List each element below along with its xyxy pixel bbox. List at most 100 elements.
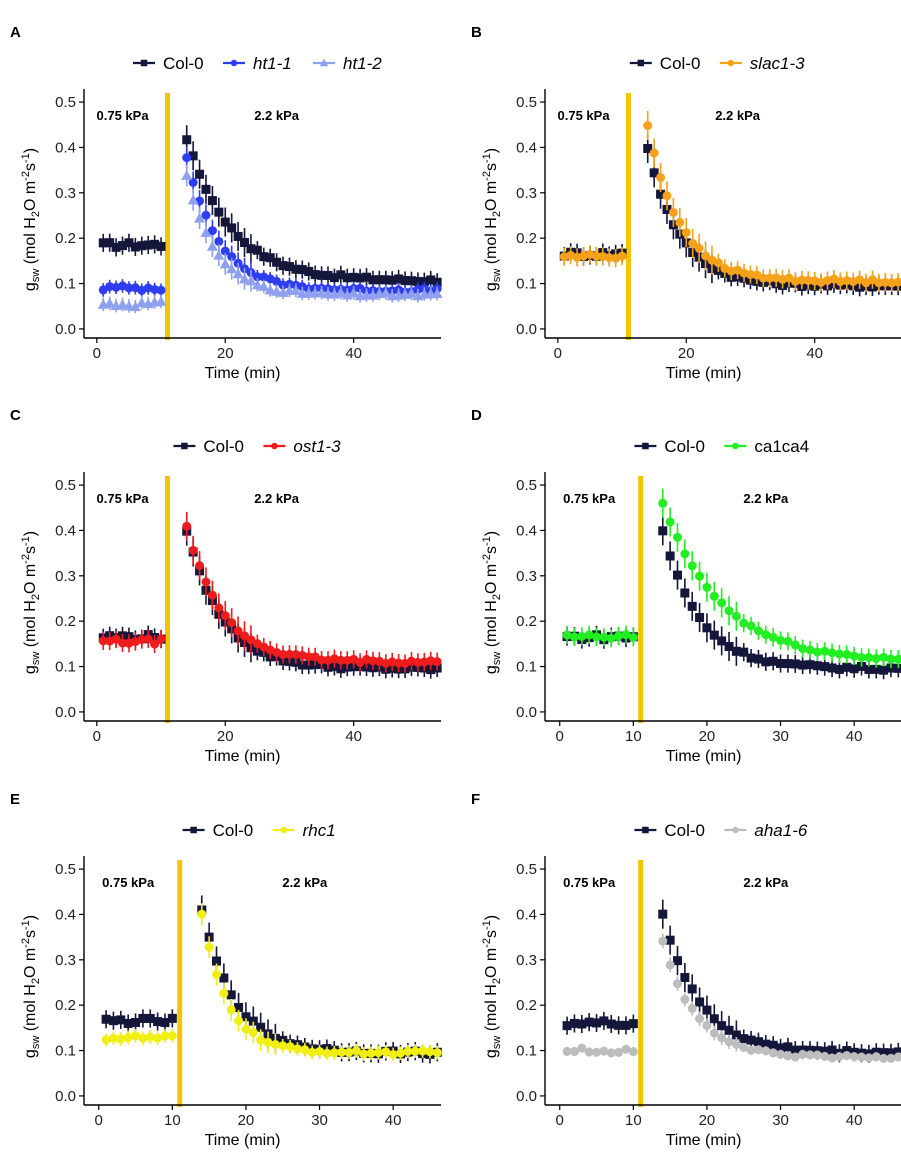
data-point: [431, 288, 443, 299]
panel-F: F Col-0 aha1-6 0.75 kPa 2.2 kPa 0.0 0.1 0.2 0.3 0…: [471, 791, 901, 1149]
x-axis-title: Time (min): [205, 748, 281, 765]
data-point: [702, 623, 712, 633]
y-axis-title: gsw (mol H2O m-2s-1): [481, 531, 503, 674]
data-point: [278, 1041, 288, 1051]
y-axis-title: gsw (mol H2O m-2s-1): [481, 915, 503, 1058]
data-point: [285, 1042, 295, 1052]
data-point: [709, 630, 719, 640]
legend-item: ht1-1: [223, 54, 292, 73]
data-point: [219, 988, 229, 998]
data-point: [798, 660, 808, 670]
data-point: [709, 1014, 719, 1024]
data-point: [695, 997, 705, 1007]
vpd-annotation: 0.75 kPa: [558, 108, 611, 123]
data-point: [388, 1049, 398, 1059]
series-rhc1: [101, 903, 442, 1062]
data-point: [665, 517, 675, 527]
data-point: [405, 287, 417, 298]
data-point: [278, 650, 288, 660]
data-point: [746, 621, 756, 631]
y-tick-label: 0.4: [55, 139, 76, 156]
data-point: [410, 1046, 420, 1056]
legend-label: slac1-3: [750, 54, 805, 73]
data-point: [337, 1047, 347, 1057]
data-point: [820, 662, 830, 672]
x-tick-label: 10: [164, 1112, 181, 1129]
data-point: [702, 1020, 712, 1030]
data-point: [315, 1046, 325, 1056]
data-point: [768, 632, 778, 642]
data-point: [717, 636, 727, 646]
data-point: [227, 618, 237, 628]
data-point: [695, 613, 705, 623]
data-point: [805, 645, 815, 655]
x-tick-label: 0: [554, 345, 562, 362]
vpd-annotation: 0.75 kPa: [97, 491, 150, 506]
data-point: [188, 177, 198, 187]
data-point: [617, 251, 627, 261]
data-point: [731, 611, 741, 621]
data-point: [137, 241, 147, 251]
y-tick-label: 0.3: [516, 952, 537, 969]
vpd-annotation: 0.75 kPa: [563, 491, 616, 506]
legend-item: Col-0: [182, 821, 254, 840]
x-tick-label: 0: [556, 1112, 564, 1129]
data-point: [599, 632, 609, 642]
data-point: [658, 498, 668, 508]
data-point: [131, 1017, 141, 1027]
series-ost1-3: [98, 511, 442, 673]
data-point: [263, 1037, 273, 1047]
data-point: [278, 261, 288, 271]
data-point: [731, 1030, 741, 1040]
data-point: [687, 601, 697, 611]
data-point: [665, 551, 675, 561]
y-tick-label: 0.2: [55, 230, 76, 247]
data-point: [857, 1052, 867, 1062]
x-axis-title: Time (min): [666, 748, 742, 765]
data-point: [336, 655, 346, 665]
data-point: [425, 1047, 435, 1057]
data-point: [270, 1039, 280, 1049]
data-point: [665, 960, 675, 970]
x-tick-label: 30: [772, 728, 789, 745]
data-point: [108, 1016, 118, 1026]
x-tick-label: 30: [311, 1112, 328, 1129]
legend-label: ht1-2: [343, 54, 382, 73]
x-tick-label: 20: [678, 345, 695, 362]
data-point: [621, 630, 631, 640]
data-point: [761, 1039, 771, 1049]
data-point: [668, 207, 678, 217]
data-point: [672, 570, 682, 580]
data-point: [329, 273, 339, 283]
data-point: [606, 1048, 616, 1058]
data-point: [220, 217, 230, 227]
panel-B: B Col-0 slac1-3 0.75 kPa 2.2 kPa 0.0 0.1 0.2 0.3…: [471, 24, 901, 382]
data-point: [805, 660, 815, 670]
data-point: [584, 1047, 594, 1057]
data-point: [739, 1042, 749, 1052]
data-point: [307, 1047, 317, 1057]
data-point: [790, 1045, 800, 1055]
y-tick-label: 0.4: [516, 139, 537, 156]
data-point: [584, 630, 594, 640]
data-point: [614, 1047, 624, 1057]
data-point: [131, 1031, 141, 1041]
data-point: [396, 1048, 406, 1058]
y-tick-label: 0.2: [516, 997, 537, 1014]
y-tick-label: 0.3: [55, 952, 76, 969]
legend: Col-0 ost1-3: [173, 437, 341, 456]
data-point: [739, 618, 749, 628]
data-point: [211, 969, 221, 979]
x-axis-title: Time (min): [666, 1132, 742, 1149]
x-tick-label: 40: [806, 345, 823, 362]
data-point: [204, 942, 214, 952]
data-point: [368, 275, 378, 285]
data-point: [156, 241, 166, 251]
legend-label: Col-0: [213, 821, 254, 840]
legend-label: Col-0: [660, 54, 701, 73]
data-point: [717, 1021, 727, 1031]
data-point: [143, 240, 153, 250]
data-point: [344, 1047, 354, 1057]
data-point: [577, 1043, 587, 1053]
